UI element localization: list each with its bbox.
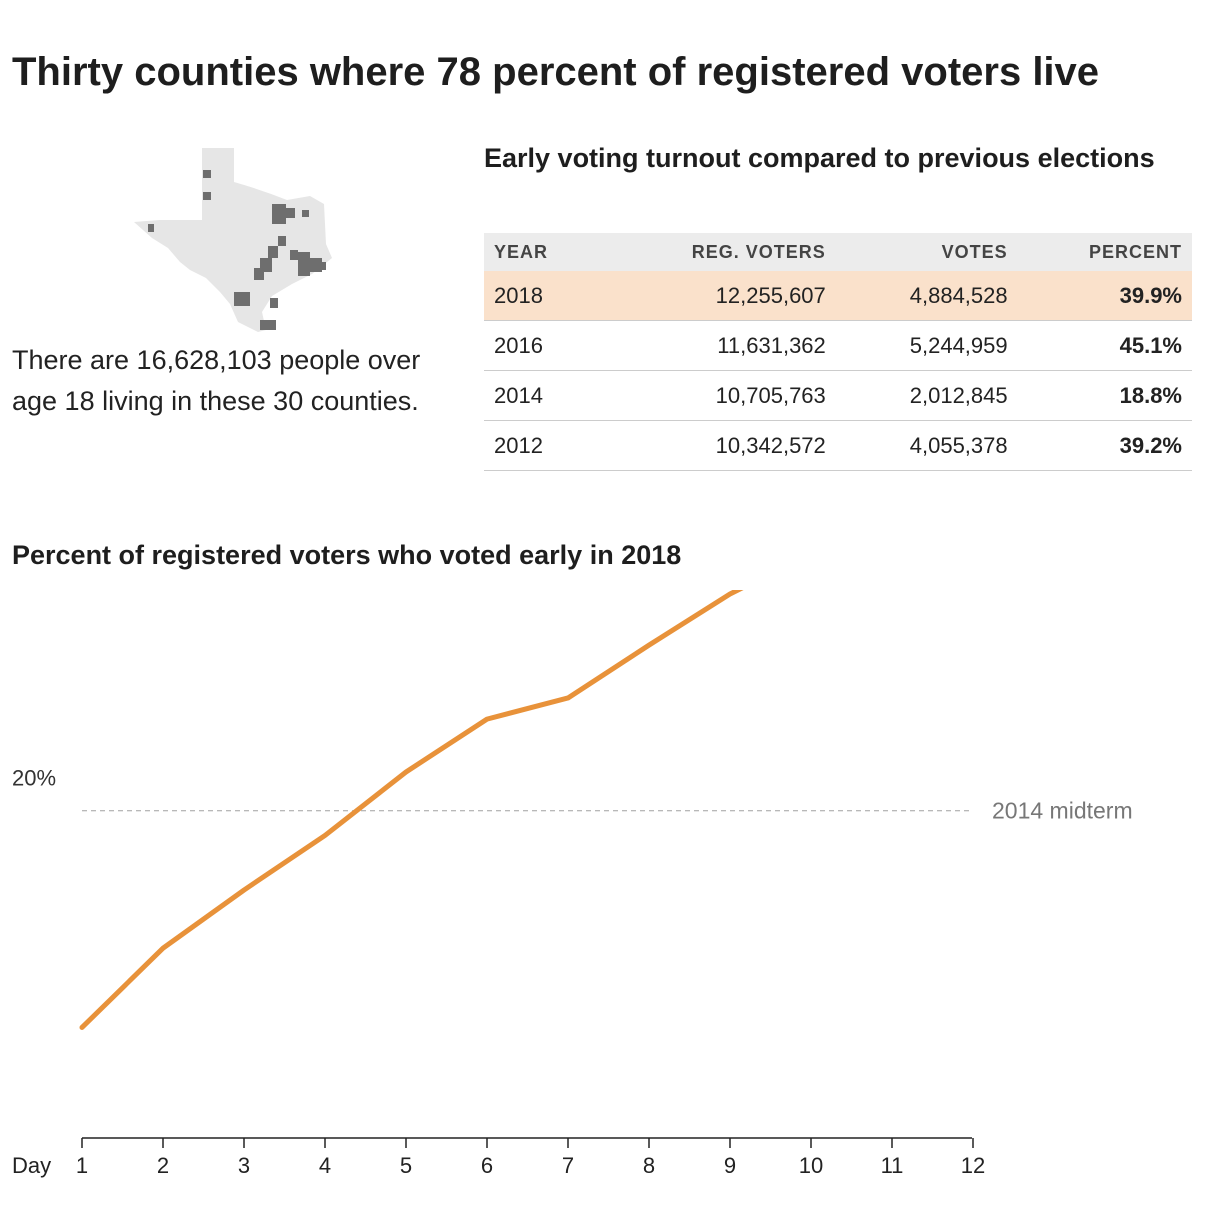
- votes-cell: 4,055,378: [835, 420, 1018, 471]
- column-header-reg-voters: REG. VOTERS: [598, 233, 836, 271]
- year-cell: 2014: [484, 370, 599, 421]
- x-tick-label: 4: [319, 1153, 331, 1178]
- year-cell: 2018: [484, 271, 599, 321]
- reg-voters-cell: 12,255,607: [598, 271, 836, 321]
- y-tick-label: 20%: [12, 766, 56, 791]
- reg-voters-cell: 10,705,763: [598, 370, 836, 421]
- table-header-row: YEAR REG. VOTERS VOTES PERCENT: [484, 233, 1192, 271]
- reg-voters-cell: 10,342,572: [598, 420, 836, 471]
- table-row: 2014 10,705,763 2,012,845 18.8%: [484, 370, 1192, 421]
- percent-cell: 18.8%: [1017, 370, 1192, 421]
- percent-cell: 39.2%: [1017, 420, 1192, 471]
- x-tick-label: 10: [799, 1153, 823, 1178]
- chart-title: Percent of registered voters who voted e…: [12, 540, 682, 570]
- column-header-year: YEAR: [484, 233, 599, 271]
- column-header-votes: VOTES: [835, 233, 1018, 271]
- x-axis-label: Day: [12, 1153, 51, 1178]
- x-tick-label: 6: [481, 1153, 493, 1178]
- table-row: 2016 11,631,362 5,244,959 45.1%: [484, 320, 1192, 371]
- x-tick-label: 11: [881, 1153, 904, 1178]
- x-tick-label: 3: [238, 1153, 250, 1178]
- table-row: 2012 10,342,572 4,055,378 39.2%: [484, 420, 1192, 471]
- turnout-table: YEAR REG. VOTERS VOTES PERCENT 2018 12,2…: [484, 233, 1192, 471]
- year-cell: 2012: [484, 420, 599, 471]
- percent-cell: 39.9%: [1017, 271, 1192, 321]
- table-row: 2018 12,255,607 4,884,528 39.9%: [484, 271, 1192, 321]
- x-tick-label: 2: [157, 1153, 169, 1178]
- texas-map-icon: [134, 148, 332, 332]
- map-caption: There are 16,628,103 people over age 18 …: [12, 345, 421, 416]
- table-title: Early voting turnout compared to previou…: [484, 143, 1155, 173]
- column-header-percent: PERCENT: [1017, 233, 1192, 271]
- series-line: [79, 590, 744, 1030]
- x-tick-label: 8: [643, 1153, 655, 1178]
- x-tick-label: 1: [76, 1153, 88, 1178]
- votes-cell: 2,012,845: [835, 370, 1018, 421]
- headline: Thirty counties where 78 percent of regi…: [12, 50, 1100, 94]
- x-tick-label: 7: [562, 1153, 574, 1178]
- votes-cell: 5,244,959: [835, 320, 1018, 371]
- year-cell: 2016: [484, 320, 599, 371]
- x-tick-label: 9: [724, 1153, 736, 1178]
- percent-cell: 45.1%: [1017, 320, 1192, 371]
- reg-voters-cell: 11,631,362: [598, 320, 836, 371]
- texas-outline: [134, 148, 332, 332]
- map-block: There are 16,628,103 people over age 18 …: [12, 140, 462, 440]
- votes-cell: 4,884,528: [835, 271, 1018, 321]
- x-tick-label: 12: [961, 1153, 985, 1178]
- x-tick-label: 5: [400, 1153, 412, 1178]
- county-markers: [148, 170, 326, 330]
- reference-label: 2014 midterm: [992, 798, 1133, 824]
